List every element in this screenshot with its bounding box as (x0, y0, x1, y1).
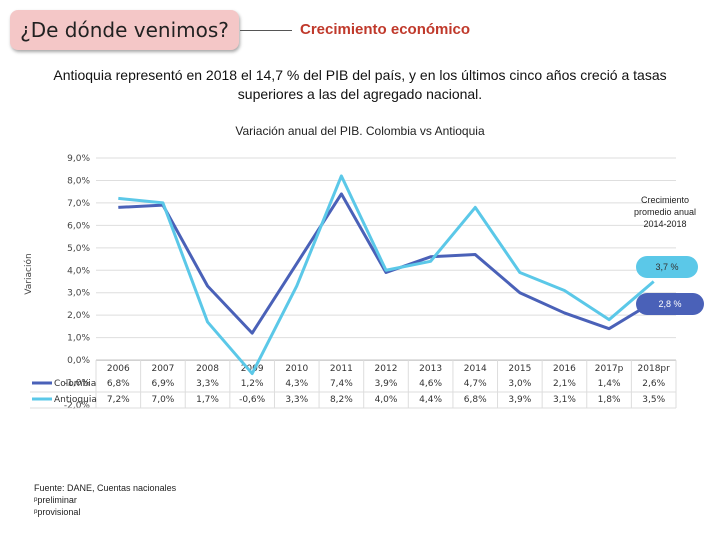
y-tick-label: 3,0% (67, 289, 90, 299)
y-tick-label: 5,0% (67, 244, 90, 254)
x-category-label: 2010 (285, 364, 308, 374)
table-value: -0,6% (239, 395, 266, 405)
x-category-label: 2016 (553, 364, 576, 374)
table-value: 3,3% (285, 395, 308, 405)
y-tick-label: 4,0% (67, 266, 90, 276)
antioquia-average-badge: 3,7 % (636, 256, 698, 278)
source-line: Fuente: DANE, Cuentas nacionales (34, 483, 177, 493)
y-tick-label: 6,0% (67, 221, 90, 231)
table-value: 6,9% (151, 379, 174, 389)
x-category-label: 2012 (375, 364, 398, 374)
table-value: 4,0% (375, 395, 398, 405)
legend-label: Colombia (54, 379, 96, 389)
table-value: 7,2% (107, 395, 130, 405)
preliminary-note: ᵖpreliminar (34, 495, 77, 505)
y-tick-label: -1,0% (64, 379, 91, 389)
table-value: 4,3% (285, 379, 308, 389)
table-value: 2,1% (553, 379, 576, 389)
y-tick-label: 0,0% (67, 356, 90, 366)
table-value: 3,5% (642, 395, 665, 405)
y-tick-label: 8,0% (67, 176, 90, 186)
x-category-label: 2007 (151, 364, 174, 374)
chart-title: Variación anual del PIB. Colombia vs Ant… (235, 124, 485, 138)
series-line-colombia (118, 192, 655, 335)
table-value: 1,7% (196, 395, 219, 405)
table-value: 3,0% (508, 379, 531, 389)
table-value: 3,3% (196, 379, 219, 389)
table-value: 6,8% (464, 395, 487, 405)
x-category-label: 2017p (595, 364, 624, 374)
table-value: 6,8% (107, 379, 130, 389)
table-value: 2,6% (642, 379, 665, 389)
x-category-label: 2006 (107, 364, 130, 374)
x-category-label: 2011 (330, 364, 353, 374)
table-value: 4,6% (419, 379, 442, 389)
table-value: 3,1% (553, 395, 576, 405)
table-value: 1,4% (598, 379, 621, 389)
x-category-label: 2009 (241, 364, 264, 374)
slide-title: ¿De dónde venimos? (10, 10, 239, 50)
series-line-antioquia (118, 174, 655, 376)
x-category-label: 2015 (508, 364, 531, 374)
y-tick-label: 7,0% (67, 199, 90, 209)
y-tick-label: 2,0% (67, 311, 90, 321)
table-value: 8,2% (330, 395, 353, 405)
colombia-average-badge: 2,8 % (636, 293, 704, 315)
y-tick-label: -2,0% (64, 401, 91, 411)
y-tick-label: 9,0% (67, 154, 90, 164)
table-value: 7,4% (330, 379, 353, 389)
table-value: 3,9% (508, 395, 531, 405)
table-value: 1,2% (241, 379, 264, 389)
source-note: Fuente: DANE, Cuentas nacionales ᵖprelim… (34, 482, 176, 518)
table-value: 1,8% (598, 395, 621, 405)
x-category-label: 2013 (419, 364, 442, 374)
x-category-label: 2008 (196, 364, 219, 374)
subtitle: Antioquia representó en 2018 el 14,7 % d… (53, 67, 667, 102)
x-category-label: 2018pr (638, 364, 671, 374)
title-divider (240, 30, 292, 31)
average-growth-note: Crecimiento promedio anual 2014-2018 (633, 195, 697, 229)
section-title: Crecimiento económico (300, 21, 471, 38)
table-value: 3,9% (375, 379, 398, 389)
x-category-label: 2014 (464, 364, 487, 374)
provisional-note: ᵖprovisional (34, 507, 81, 517)
table-value: 4,7% (464, 379, 487, 389)
table-value: 4,4% (419, 395, 442, 405)
table-value: 7,0% (151, 395, 174, 405)
y-axis-label: Variación (24, 253, 34, 295)
legend-label: Antioquia (54, 395, 97, 405)
y-tick-label: 1,0% (67, 334, 90, 344)
